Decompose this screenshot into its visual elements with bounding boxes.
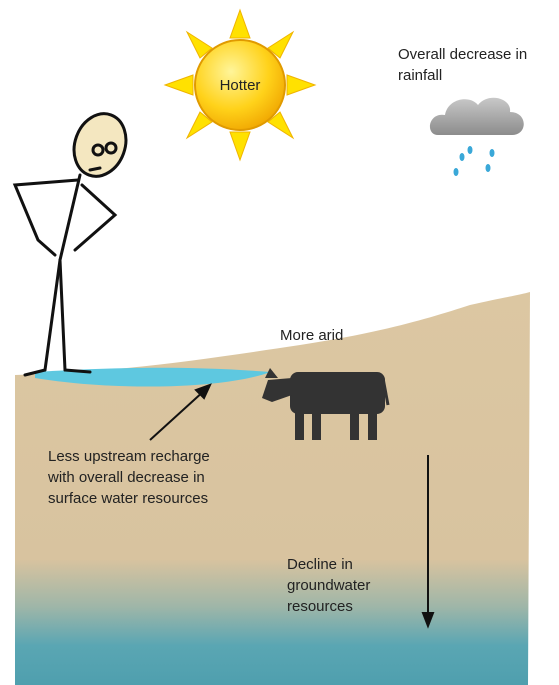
sun-label: Hotter [220,77,261,94]
diagram: Hotter Overall decrease in rainfall More… [0,0,559,685]
recharge-label-line: with overall decrease in [47,469,205,486]
groundwater-label-line: resources [287,598,353,615]
groundwater-label-line: groundwater [287,577,370,594]
sun: Hotter [165,10,315,160]
surface-label: More arid [280,327,343,344]
cloud-label-line: rainfall [398,67,442,84]
ground [15,292,530,685]
recharge-label-line: Less upstream recharge [48,448,210,465]
cloud: Overall decrease in rainfall [398,46,527,176]
groundwater-label-line: Decline in [287,556,353,573]
stick-figure [15,106,134,375]
recharge-label-line: surface water resources [48,490,208,507]
cloud-label-line: Overall decrease in [398,46,527,63]
